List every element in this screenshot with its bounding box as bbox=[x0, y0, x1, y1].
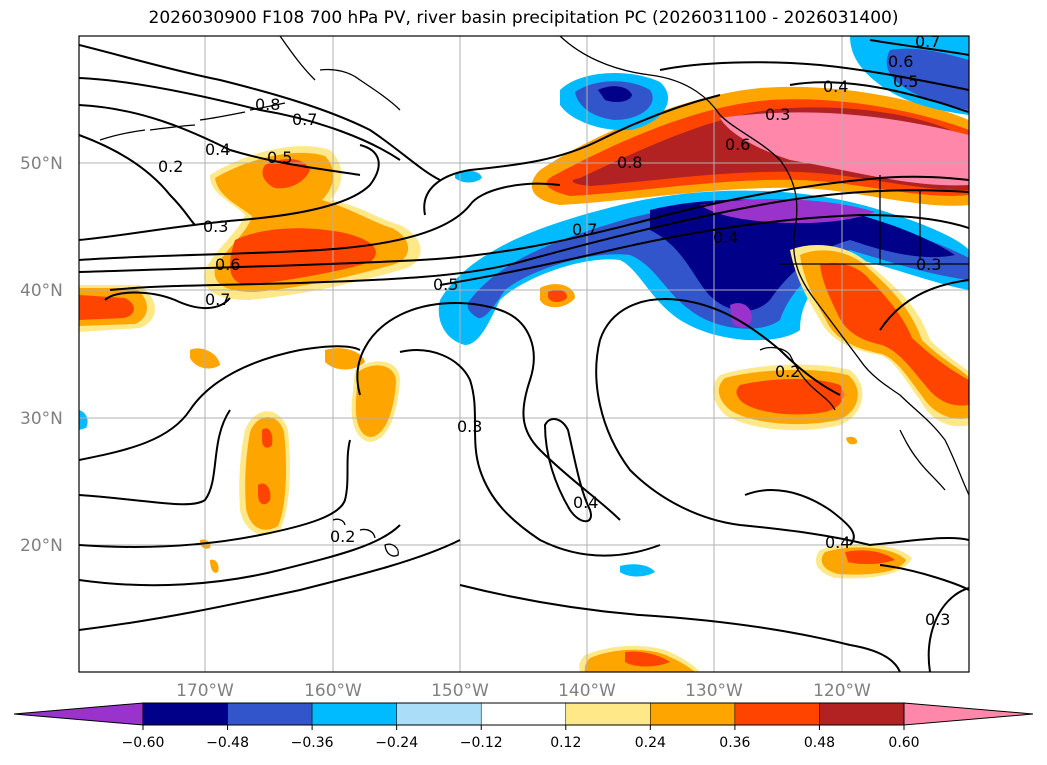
contour-label: 0.8 bbox=[255, 95, 280, 114]
colorbar: −0.60 −0.48 −0.36 −0.24 −0.12 0.12 0.24 0.36 0.4… bbox=[13, 702, 1034, 751]
contour-label: 0.5 bbox=[267, 148, 292, 167]
lon-label-160w: 160°W bbox=[304, 681, 362, 701]
lon-label-140w: 140°W bbox=[558, 681, 616, 701]
lon-label-150w: 150°W bbox=[431, 681, 489, 701]
contour-label: 0.3 bbox=[765, 105, 790, 124]
colorbar-segment bbox=[227, 702, 313, 726]
contour-label: 0.2 bbox=[330, 527, 355, 546]
contour-label: 0.3 bbox=[925, 610, 950, 629]
colorbar-right-extension bbox=[903, 702, 1034, 726]
grid-lines bbox=[79, 36, 969, 672]
contour-label: 0.6 bbox=[888, 52, 913, 71]
lat-label-30n: 30°N bbox=[20, 409, 63, 429]
colorbar-segment bbox=[650, 702, 736, 726]
contour-labels: 0.8 0.7 0.4 0.5 0.2 0.3 0.6 0.7 0.5 0.7 … bbox=[158, 32, 950, 629]
colorbar-segment bbox=[311, 702, 397, 726]
colorbar-segment bbox=[396, 702, 482, 726]
colorbar-segment bbox=[565, 702, 651, 726]
lon-label-120w: 120°W bbox=[813, 681, 871, 701]
colorbar-segment bbox=[480, 702, 567, 726]
contour-label: 0.7 bbox=[292, 110, 317, 129]
colorbar-tick-label: −0.36 bbox=[291, 735, 334, 751]
contour-label: 0.3 bbox=[457, 417, 482, 436]
contour-label: 0.3 bbox=[916, 255, 941, 274]
map-frame bbox=[78, 35, 970, 673]
colorbar-tick-label: 0.12 bbox=[550, 735, 581, 751]
contour-label: 0.8 bbox=[617, 153, 642, 172]
lat-label-50n: 50°N bbox=[20, 154, 63, 174]
contour-label: 0.4 bbox=[205, 140, 230, 159]
colorbar-tick-label: −0.60 bbox=[122, 735, 165, 751]
colorbar-tick-label: −0.12 bbox=[460, 735, 503, 751]
contour-label: 0.3 bbox=[203, 217, 228, 236]
lon-label-170w: 170°W bbox=[176, 681, 234, 701]
colorbar-left-extension bbox=[13, 702, 144, 726]
contour-label: 0.7 bbox=[572, 220, 597, 239]
lat-label-40n: 40°N bbox=[20, 281, 63, 301]
lon-label-130w: 130°W bbox=[685, 681, 743, 701]
contour-label: 0.6 bbox=[725, 135, 750, 154]
coastlines bbox=[99, 36, 969, 557]
colorbar-segment bbox=[142, 702, 228, 726]
pv-contours bbox=[79, 39, 969, 672]
contour-label: 0.7 bbox=[915, 32, 940, 51]
colorbar-segment bbox=[819, 702, 905, 726]
latitude-labels: 50°N 40°N 30°N 20°N bbox=[20, 154, 63, 556]
contour-label: 0.4 bbox=[713, 228, 738, 247]
contour-label: 0.4 bbox=[823, 77, 848, 96]
longitude-labels: 170°W 160°W 150°W 140°W 130°W 120°W bbox=[176, 681, 871, 701]
map-area: 0.8 0.7 0.4 0.5 0.2 0.3 0.6 0.7 0.5 0.7 … bbox=[79, 32, 969, 672]
colorbar-tick-label: 0.60 bbox=[888, 735, 919, 751]
contour-label: 0.2 bbox=[158, 157, 183, 176]
contour-label: 0.5 bbox=[893, 72, 918, 91]
map-title: 2026030900 F108 700 hPa PV, river basin … bbox=[148, 8, 899, 28]
contour-label: 0.6 bbox=[215, 255, 240, 274]
contour-label: 0.4 bbox=[573, 493, 598, 512]
contour-label: 0.5 bbox=[433, 275, 458, 294]
contour-label: 0.4 bbox=[825, 533, 850, 552]
colorbar-tick-label: 0.48 bbox=[804, 735, 835, 751]
lat-label-20n: 20°N bbox=[20, 536, 63, 556]
colorbar-tick-label: 0.24 bbox=[635, 735, 666, 751]
colorbar-tick-label: −0.24 bbox=[375, 735, 418, 751]
colorbar-tick-label: 0.36 bbox=[719, 735, 750, 751]
contour-label: 0.7 bbox=[205, 290, 230, 309]
contour-label: 0.2 bbox=[775, 362, 800, 381]
colorbar-segment bbox=[734, 702, 820, 726]
colorbar-tick-label: −0.48 bbox=[206, 735, 249, 751]
